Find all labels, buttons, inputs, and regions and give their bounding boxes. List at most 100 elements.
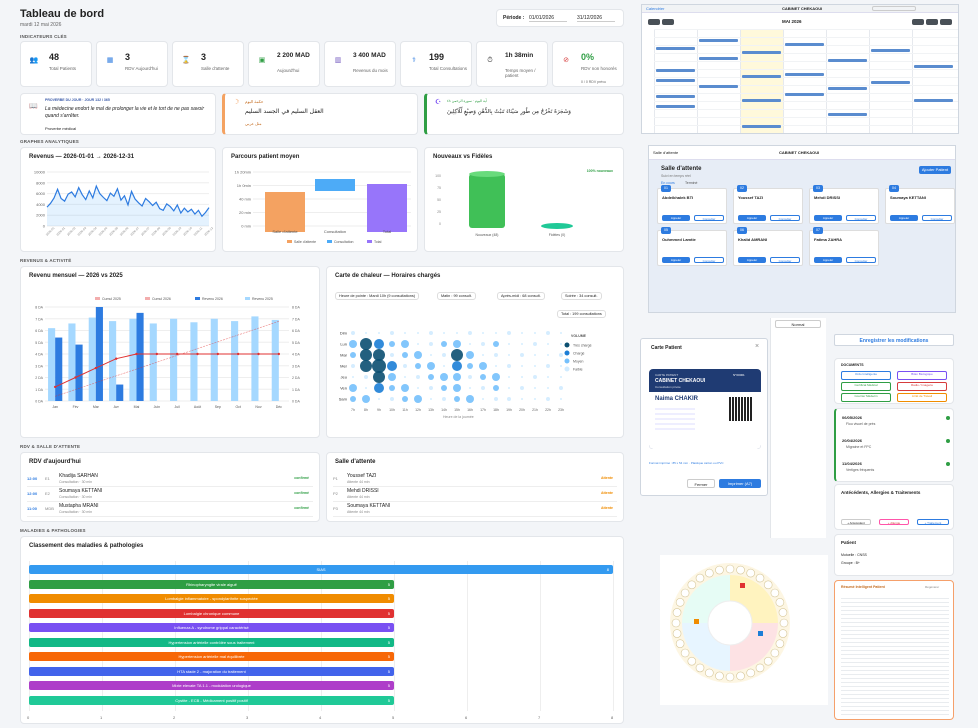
regenerate-button[interactable]: Régénérer [925, 585, 940, 589]
next-week-button[interactable] [662, 19, 674, 25]
call-button[interactable]: Appeler [662, 215, 690, 221]
calendar-event[interactable] [785, 93, 824, 96]
calendar-event[interactable] [656, 47, 695, 50]
rdv-row[interactable]: 11:00 MDB Mustapha MRANI Consultation · 30 … [27, 503, 313, 517]
disease-bar[interactable]: Lombalgie chronique commune 5 [29, 608, 394, 618]
calendar-event[interactable] [742, 51, 781, 54]
disease-bar[interactable]: Hypertension artérielle mal équilibrée 5 [29, 652, 394, 661]
calendar-event[interactable] [656, 79, 695, 82]
close-icon[interactable]: × [755, 343, 760, 350]
waiting-row[interactable]: P1 Youssef TAZI Attente 44 min Attente [333, 473, 617, 487]
kpi-label: Temps moyen / patient [505, 68, 536, 78]
calendar-event[interactable] [914, 99, 953, 102]
calendar-event[interactable] [828, 59, 867, 62]
disease-bar[interactable]: HTA stade 2 - majoration du traitement 5 [29, 666, 394, 676]
calendar-event[interactable] [742, 99, 781, 102]
add-patient-button[interactable]: Ajouter Patient [919, 166, 951, 174]
calendar-day-column[interactable] [869, 29, 912, 133]
calendar-day-column[interactable] [697, 29, 740, 133]
document-button[interactable]: Radio / Imagerie [897, 382, 947, 391]
calendar-day-column[interactable] [783, 29, 826, 133]
calendar-event[interactable] [699, 57, 738, 60]
calendar-event[interactable] [656, 95, 695, 98]
document-button[interactable]: Arrêt de Travail [897, 393, 947, 402]
calendar-event[interactable] [828, 113, 867, 116]
calendar-tab[interactable]: Calendrier [646, 6, 665, 11]
calendar-day-column[interactable] [826, 29, 869, 133]
waiting-row[interactable]: P2 Mehdi DRISSI Attente 44 min Attente [333, 488, 617, 502]
add-allergy-button[interactable]: + Allergie [879, 519, 909, 525]
view-day-button[interactable] [940, 19, 952, 25]
waiting-patient-card[interactable]: 01 Abdeikhalek BTI Appeler Consulter [657, 185, 727, 224]
prev-week-button[interactable] [648, 19, 660, 25]
waiting-patient-card[interactable]: 02 Youssef TAZI Appeler Consulter [733, 185, 803, 224]
calendar-event[interactable] [785, 73, 824, 76]
call-button[interactable]: Appeler [662, 257, 690, 263]
call-button[interactable]: Appeler [814, 215, 842, 221]
consult-button[interactable]: Consulter [922, 215, 952, 221]
mode-select[interactable]: Normal [775, 320, 821, 328]
disease-bar[interactable]: Influenza A - syndrome grippal caractéri… [29, 623, 394, 632]
calendar-search[interactable] [872, 6, 916, 11]
disease-bar[interactable]: Lombalgie inflammatoire - spondylarthrit… [29, 594, 394, 603]
calendar-grid[interactable] [654, 29, 958, 133]
consult-button[interactable]: Consulter [694, 215, 724, 221]
calendar-event[interactable] [785, 43, 824, 46]
disease-bar[interactable]: Hypertension artérielle contrôlée sous t… [29, 637, 394, 647]
waiting-patient-card[interactable]: 05 Ouhmmed Lamtie Appeler Consulter [657, 227, 727, 266]
visit-date[interactable]: 20/04/2026 [842, 438, 863, 443]
calendar-event[interactable] [914, 65, 953, 68]
call-button[interactable]: Appeler [814, 257, 842, 263]
calendar-event[interactable] [871, 81, 910, 84]
calendar-day-column[interactable] [740, 29, 783, 133]
tooth-wheel-chart[interactable] [660, 555, 828, 705]
tab-termine[interactable]: Terminé [685, 181, 698, 185]
tab-en-cours[interactable]: En cours [661, 181, 675, 185]
consult-button[interactable]: Consulter [846, 215, 876, 221]
document-button[interactable]: Ordo Intelligente [841, 371, 891, 380]
document-button[interactable]: Bilan Biologique [897, 371, 947, 380]
rdv-row[interactable]: 12:00 E2 Soumaya KETTANI Consultation · 30 … [27, 488, 313, 502]
visit-date[interactable]: 11/04/2026 [842, 461, 862, 466]
print-button[interactable]: Imprimer (A7) [719, 479, 761, 488]
calendar-event[interactable] [828, 87, 867, 90]
calendar-event[interactable] [656, 105, 695, 108]
consult-button[interactable]: Consulter [846, 257, 876, 263]
calendar-event[interactable] [699, 85, 738, 88]
add-treatment-button[interactable]: + Traitement [917, 519, 949, 525]
document-button[interactable]: Certificat Médical [841, 382, 891, 391]
call-button[interactable]: Appeler [738, 215, 766, 221]
add-antecedent-button[interactable]: + Antécédent [841, 519, 871, 525]
view-week-button[interactable] [926, 19, 938, 25]
calendar-day-column[interactable] [654, 29, 697, 133]
disease-bar[interactable]: Cystite - ECB - Médicament positif posit… [29, 695, 394, 705]
save-changes-button[interactable]: Enregistrer les modifications [834, 334, 954, 346]
calendar-event[interactable] [871, 49, 910, 52]
period-to-input[interactable]: 31/12/2026 [577, 15, 615, 22]
consult-button[interactable]: Consulter [694, 257, 724, 263]
waiting-patient-card[interactable]: 03 Mehdi DRISSI Appeler Consulter [809, 185, 879, 224]
calendar-day-column[interactable] [912, 29, 955, 133]
disease-bar[interactable]: Rhinopharyngite virale aiguë 5 [29, 579, 394, 589]
call-button[interactable]: Appeler [890, 215, 918, 221]
waiting-patient-card[interactable]: 06 Khalid AMRANI Appeler Consulter [733, 227, 803, 266]
disease-bar[interactable]: SIAS 8 [29, 565, 613, 574]
consult-button[interactable]: Consulter [770, 215, 800, 221]
rdv-row[interactable]: 12:00 E1 Khadija SARHAN Consultation · 30 m… [27, 473, 313, 487]
heat-bubble [374, 383, 384, 393]
close-button[interactable]: Fermer [687, 479, 715, 488]
period-from-input[interactable]: 01/01/2026 [529, 15, 567, 22]
waiting-patient-card[interactable]: 07 Fatima ZAHRA Appeler Consulter [809, 227, 879, 266]
view-month-button[interactable] [912, 19, 924, 25]
calendar-event[interactable] [699, 39, 738, 42]
waiting-row[interactable]: P3 Soumaya KETTANI Attente 44 min Attente [333, 503, 617, 517]
call-button[interactable]: Appeler [738, 257, 766, 263]
calendar-event[interactable] [742, 75, 781, 78]
visit-date[interactable]: 06/05/2026 [842, 415, 863, 420]
disease-bar[interactable]: Mixte elevate TA 1.1 - modulation urolog… [29, 681, 394, 690]
consult-button[interactable]: Consulter [770, 257, 800, 263]
calendar-event[interactable] [656, 69, 695, 72]
document-button[interactable]: Courrier Médecin [841, 393, 891, 402]
waiting-patient-card[interactable]: 04 Soumaya KETTANI Appeler Consulter [885, 185, 955, 224]
calendar-event[interactable] [742, 125, 781, 128]
